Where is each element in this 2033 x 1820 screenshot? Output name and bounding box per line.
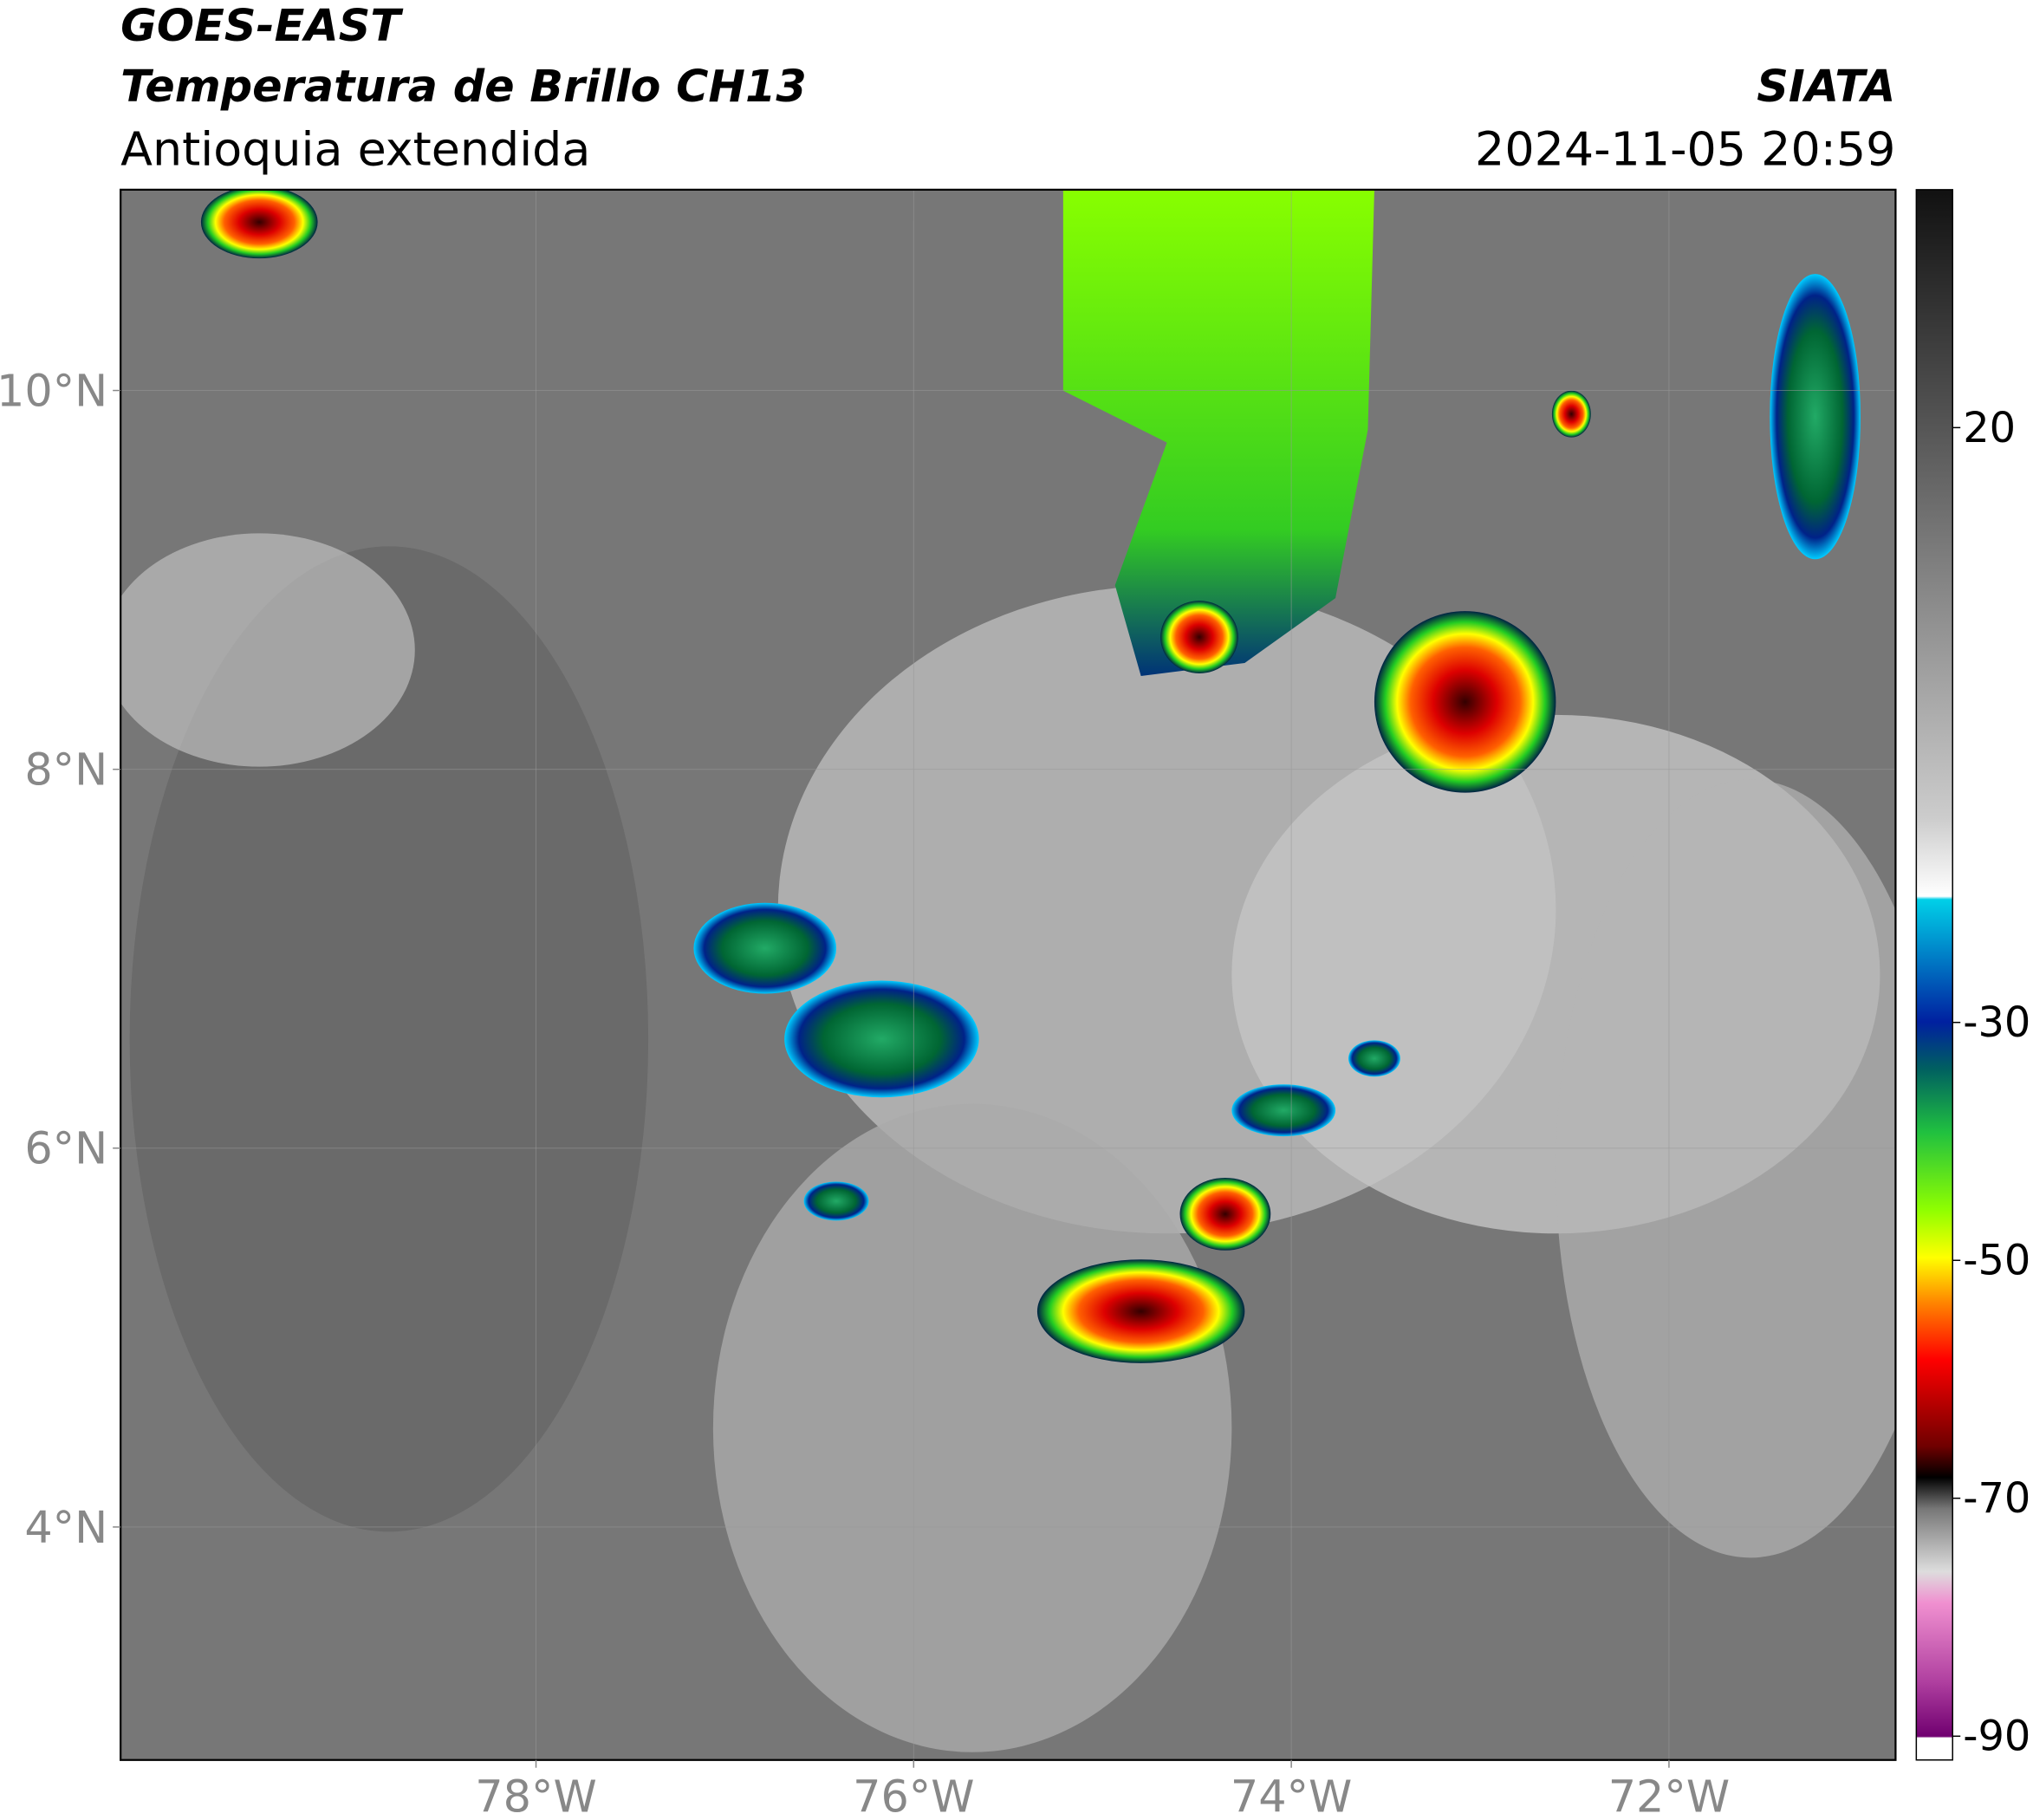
map-frame [120,188,1897,1761]
y-tick-label: 6°N [24,1123,107,1174]
colorbar-tick-label: 20 [1963,405,2016,452]
datetime: 2024-11-05 20:59 [1475,121,1895,176]
source: SIATA [1757,61,1895,112]
title: Temperatura de Brillo CH13 [120,61,807,112]
colorbar-tick-label: -70 [1963,1475,2030,1523]
x-tick-label: 78°W [475,1771,596,1820]
x-tick-label: 76°W [853,1771,974,1820]
y-tick-label: 8°N [24,744,107,796]
y-tick-label: 10°N [0,366,107,417]
x-tick-label: 74°W [1231,1771,1352,1820]
colorbar-tick-label: -50 [1963,1238,2030,1285]
colorbar-tick-label: -90 [1963,1713,2030,1761]
region: Antioquia extendida [120,121,590,176]
colorbar [1915,189,1953,1761]
satellite-image [120,189,1896,1760]
colorbar-tick-label: -30 [1963,999,2030,1047]
x-tick-label: 72°W [1608,1771,1730,1820]
satellite: GOES-EAST [120,0,404,51]
y-tick-label: 4°N [24,1502,107,1553]
